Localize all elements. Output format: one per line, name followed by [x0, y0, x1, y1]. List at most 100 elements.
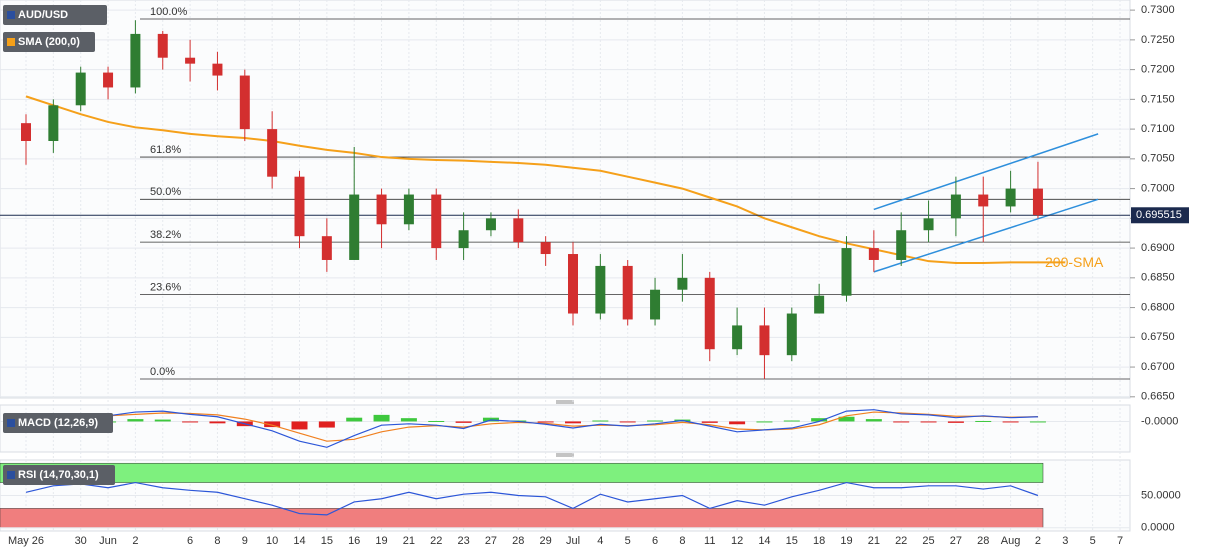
- macd-histogram-bar: [729, 421, 746, 425]
- candle-body: [950, 194, 961, 219]
- x-tick-label: 2: [132, 535, 138, 547]
- candle-body: [376, 194, 387, 225]
- macd-histogram-bar: [1029, 421, 1046, 423]
- macd-histogram-bar: [264, 421, 281, 428]
- macd-histogram-bar: [893, 421, 910, 423]
- x-tick-label: 22: [430, 535, 442, 547]
- macd-histogram-bar: [318, 421, 335, 428]
- candle-body: [294, 176, 305, 237]
- fib-label: 0.0%: [150, 366, 175, 378]
- macd-histogram-bar: [400, 418, 417, 422]
- macd-histogram-bar: [647, 420, 664, 422]
- candle-body: [103, 72, 114, 88]
- channel-line: [873, 198, 1099, 273]
- candle-body: [212, 63, 223, 76]
- y-tick-label: 0.6900: [1141, 242, 1175, 254]
- candle-body: [48, 105, 59, 141]
- fib-label: 100.0%: [150, 6, 188, 18]
- y-tick-label: 0.6700: [1141, 361, 1175, 373]
- candle-body: [321, 236, 332, 260]
- rsi-tick-label: 0.0000: [1141, 522, 1175, 534]
- candle-body: [868, 248, 879, 260]
- macd-tick-label: -0.0000: [1141, 415, 1178, 427]
- legend-label: MACD (12,26,9): [18, 417, 98, 429]
- fib-label: 50.0%: [150, 186, 181, 198]
- candle-body: [75, 72, 86, 106]
- legend-swatch: [7, 471, 15, 479]
- macd-histogram-bar: [209, 421, 226, 424]
- x-tick-label: Jun: [99, 535, 117, 547]
- candle-body: [21, 123, 31, 141]
- candle-body: [1032, 188, 1043, 216]
- candle-body: [239, 75, 250, 130]
- legend-swatch: [7, 11, 15, 19]
- candle-body: [814, 295, 825, 314]
- macd-histogram-bar: [1002, 421, 1019, 423]
- x-tick-label: 23: [457, 535, 469, 547]
- x-tick-label: 27: [950, 535, 962, 547]
- x-tick-label: 3: [1062, 535, 1068, 547]
- candle-body: [650, 289, 661, 320]
- candle-body: [185, 57, 196, 64]
- legend-badge: [3, 413, 113, 433]
- candle-body: [732, 325, 743, 350]
- x-tick-label: 19: [840, 535, 852, 547]
- x-tick-label: 5: [1090, 535, 1096, 547]
- candle-body: [431, 194, 442, 249]
- fib-label: 23.6%: [150, 281, 181, 293]
- legend-label: SMA (200,0): [18, 36, 80, 48]
- macd-histogram-bar: [619, 421, 636, 423]
- y-tick-label: 0.7250: [1141, 34, 1175, 46]
- fib-label: 38.2%: [150, 229, 181, 241]
- candle-body: [485, 218, 496, 231]
- macd-histogram-bar: [291, 421, 308, 430]
- macd-histogram-bar: [182, 421, 199, 423]
- legend-badge: [3, 32, 95, 52]
- legend-badge: [3, 465, 115, 485]
- legend-label: AUD/USD: [18, 9, 68, 21]
- legend-badge: [3, 5, 107, 25]
- x-tick-label: 22: [895, 535, 907, 547]
- macd-line: [25, 409, 1038, 448]
- macd-histogram-bar: [455, 421, 472, 423]
- x-tick-label: 19: [375, 535, 387, 547]
- x-tick-label: Jul: [566, 535, 580, 547]
- macd-histogram-bar: [865, 419, 882, 422]
- candle-body: [568, 254, 578, 314]
- last-price-label: 0.695515: [1136, 209, 1182, 221]
- x-tick-label: 11: [704, 535, 715, 547]
- macd-histogram-bar: [154, 419, 171, 422]
- sma-label: 200-SMA: [1045, 254, 1104, 270]
- x-tick-label: 8: [679, 535, 685, 547]
- y-tick-label: 0.6750: [1141, 331, 1175, 343]
- x-tick-label: 25: [922, 535, 934, 547]
- candle-body: [896, 230, 907, 260]
- rsi-band: [0, 508, 1044, 529]
- macd-histogram-bar: [127, 419, 144, 422]
- panel-handle: [556, 400, 574, 457]
- x-tick-label: 6: [652, 535, 658, 547]
- x-tick-label: Aug: [1001, 535, 1021, 547]
- macd-histogram-bar: [947, 421, 964, 423]
- candle-body: [267, 129, 278, 177]
- rsi-tick-label: 50.0000: [1141, 489, 1181, 501]
- macd-histogram-bar: [701, 421, 718, 423]
- x-tick-label: 6: [187, 535, 193, 547]
- x-tick-label: 10: [266, 535, 278, 547]
- x-tick-label: 9: [242, 535, 248, 547]
- macd-histogram-bar: [756, 421, 773, 423]
- x-tick-label: 28: [977, 535, 989, 547]
- channel-line: [873, 133, 1099, 211]
- legend-swatch: [7, 419, 15, 427]
- candle-body: [458, 230, 469, 249]
- x-tick-label: 8: [214, 535, 220, 547]
- candle-body: [157, 33, 168, 58]
- candle-body: [759, 325, 770, 356]
- x-tick-label: 14: [293, 535, 305, 547]
- candle-body: [677, 277, 688, 290]
- x-tick-label: 5: [625, 535, 631, 547]
- rsi-line: [25, 481, 1039, 516]
- x-tick-label: 15: [786, 535, 798, 547]
- x-tick-label: 21: [868, 535, 880, 547]
